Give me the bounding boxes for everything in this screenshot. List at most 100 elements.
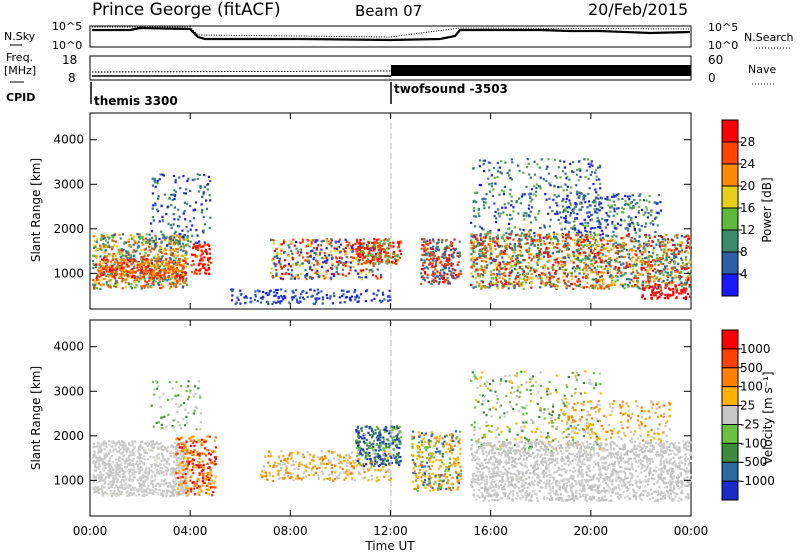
echo-cell: [474, 285, 477, 288]
echo-cell: [615, 260, 618, 263]
echo-cell: [632, 265, 635, 268]
echo-cell: [443, 278, 446, 282]
echo-cell: [316, 263, 319, 266]
echo-cell: [104, 464, 107, 467]
echo-cell: [571, 238, 575, 241]
echo-cell: [157, 493, 160, 496]
echo-cell: [614, 251, 617, 255]
echo-cell: [477, 242, 480, 245]
echo-cell: [501, 237, 505, 240]
echo-cell: [203, 263, 206, 266]
echo-cell: [171, 261, 174, 264]
echo-cell: [103, 452, 107, 455]
echo-cell: [479, 184, 482, 187]
echo-cell: [325, 276, 328, 279]
echo-cell: [545, 249, 548, 252]
echo-cell: [272, 239, 275, 242]
echo-cell: [239, 302, 242, 305]
echo-cell: [444, 249, 447, 252]
echo-cell: [325, 247, 328, 250]
echo-cell: [99, 444, 102, 447]
echo-cell: [680, 288, 683, 291]
echo-cell: [641, 288, 645, 291]
echo-cell: [422, 240, 425, 243]
echo-cell: [102, 473, 105, 476]
echo-cell: [646, 216, 649, 219]
echo-cell: [601, 243, 604, 246]
echo-cell: [132, 458, 135, 461]
echo-cell: [272, 257, 275, 260]
echo-cell: [173, 481, 176, 484]
echo-cell: [203, 267, 206, 270]
echo-cell: [92, 263, 95, 266]
echo-cell: [202, 215, 205, 218]
echo-cell: [440, 275, 443, 278]
echo-cell: [689, 273, 692, 276]
echo-cell: [573, 282, 576, 285]
echo-cell: [172, 467, 175, 470]
echo-cell: [528, 277, 531, 280]
echo-cell: [689, 243, 692, 247]
echo-cell: [368, 240, 371, 243]
echo-cell: [264, 292, 267, 295]
echo-cell: [565, 215, 568, 218]
echo-cell: [658, 295, 661, 299]
echo-cell: [579, 168, 582, 171]
echo-cell: [504, 274, 507, 277]
echo-cell: [194, 241, 197, 244]
echo-cell: [593, 255, 597, 258]
echo-cell: [333, 247, 336, 250]
echo-cell: [652, 223, 655, 226]
echo-cell: [646, 270, 649, 273]
echo-cell: [564, 240, 567, 243]
echo-cell: [642, 251, 645, 254]
echo-cell: [559, 159, 562, 162]
echo-cell: [574, 205, 577, 208]
echo-cell: [165, 263, 168, 267]
echo-cell: [451, 263, 454, 266]
echo-cell: [340, 261, 343, 264]
echo-cell: [447, 261, 450, 264]
echo-cell: [493, 215, 496, 218]
echo-cell: [140, 242, 144, 245]
echo-cell: [643, 262, 646, 266]
echo-cell: [131, 449, 134, 452]
echo-cell: [175, 247, 178, 251]
echo-cell: [590, 244, 593, 247]
echo-cell: [654, 283, 657, 286]
echo-cell: [347, 261, 350, 264]
echo-cell: [473, 258, 476, 262]
echo-cell: [661, 269, 664, 273]
echo-cell: [368, 269, 371, 272]
echo-cell: [368, 253, 371, 257]
echo-cell: [600, 278, 603, 282]
echo-cell: [526, 250, 529, 254]
echo-cell: [115, 258, 118, 261]
echo-cell: [505, 242, 508, 245]
echo-cell: [538, 210, 541, 213]
echo-cell: [200, 256, 203, 259]
echo-cell: [448, 269, 451, 272]
echo-cell: [168, 451, 171, 454]
echo-cell: [123, 487, 127, 491]
echo-cell: [96, 278, 99, 281]
echo-cell: [124, 255, 127, 258]
echo-cell: [441, 263, 444, 266]
echo-cell: [513, 243, 516, 246]
echo-cell: [496, 287, 499, 290]
echo-cell: [146, 487, 149, 490]
echo-cell: [134, 462, 137, 466]
echo-cell: [176, 260, 179, 263]
echo-cell: [601, 249, 604, 252]
echo-cell: [275, 272, 278, 275]
echo-cell: [162, 269, 165, 272]
echo-cell: [566, 284, 569, 287]
echo-cell: [679, 265, 683, 268]
echo-cell: [319, 251, 322, 255]
echo-cell: [121, 458, 124, 461]
echo-cell: [548, 206, 551, 209]
echo-cell: [210, 261, 213, 264]
echo-cell: [608, 284, 611, 287]
echo-cell: [164, 249, 167, 252]
echo-cell: [640, 245, 643, 248]
